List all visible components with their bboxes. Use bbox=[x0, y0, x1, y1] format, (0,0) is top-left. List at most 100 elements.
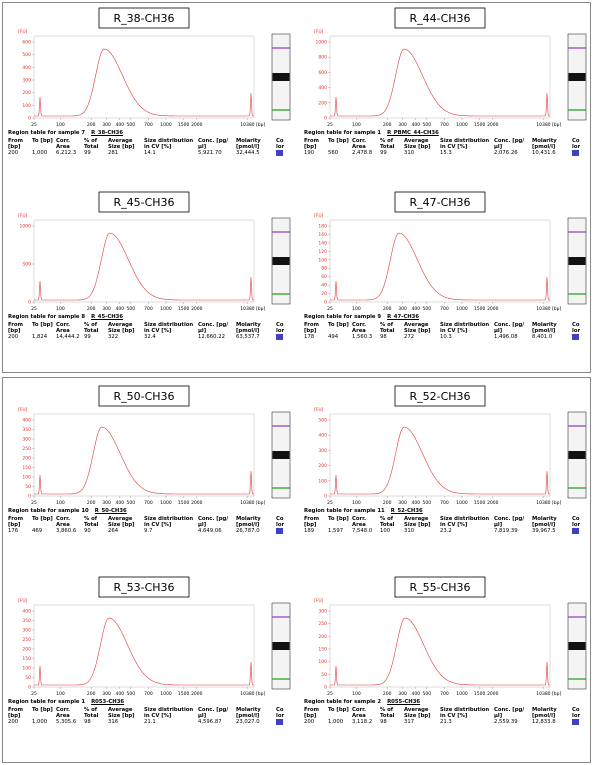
y-unit: [FU] bbox=[314, 213, 324, 219]
x-tick-label: 100 bbox=[56, 691, 65, 697]
table-header: % of Total bbox=[84, 516, 99, 528]
x-tick-label: 2000 bbox=[487, 306, 499, 312]
table-header: From [bp] bbox=[304, 516, 320, 528]
table-cell: 21.3 bbox=[440, 719, 452, 725]
x-tick-label: 1000 bbox=[160, 500, 172, 506]
x-tick-label: 25 bbox=[31, 500, 37, 506]
x-unit: [bp] bbox=[256, 691, 265, 697]
panel-title: R_50-CH36 bbox=[113, 390, 174, 403]
electropherogram: R_55-CH36 [FU] [bp] 0 50 100 150 200 250 300 25 100… bbox=[314, 576, 587, 697]
panel: R_50-CH36 [FU] [bp] 0 50 100 150 200 250 300 350 40… bbox=[4, 384, 296, 567]
table-cell: 469 bbox=[32, 528, 43, 534]
x-tick-label: 25 bbox=[327, 306, 333, 312]
table-caption: Region table for sample 1 R053-CH36 bbox=[8, 699, 292, 705]
table-header: Molarity [pmol/l] bbox=[236, 322, 261, 334]
table-cell: 14,444.2 bbox=[56, 334, 80, 340]
x-tick-label: 400 bbox=[412, 691, 421, 697]
y-tick-label: 300 bbox=[318, 609, 327, 615]
table-cell: 99 bbox=[380, 150, 387, 156]
electropherogram: R_50-CH36 [FU] [bp] 0 50 100 150 200 250 300 350 40… bbox=[18, 385, 291, 506]
y-unit: [FU] bbox=[18, 29, 28, 35]
panel: R_47-CH36 [FU] [bp] 0 20 40 60 80 100 120 140 160 18… bbox=[300, 190, 592, 373]
group-box bbox=[2, 377, 591, 763]
x-tick-label: 400 bbox=[412, 122, 421, 128]
color-swatch bbox=[276, 334, 283, 340]
x-tick-label: 100 bbox=[56, 500, 65, 506]
gel-band bbox=[568, 257, 586, 265]
table-cell: 10,431.6 bbox=[532, 150, 556, 156]
x-tick-label: 200 bbox=[87, 500, 96, 506]
sample-name: R_52-CH36 bbox=[390, 508, 423, 514]
table-cell: 3,860.6 bbox=[56, 528, 77, 534]
plot-frame bbox=[33, 604, 255, 688]
y-tick-label: 400 bbox=[22, 418, 31, 424]
table-cell: 316 bbox=[108, 719, 119, 725]
title-box bbox=[394, 7, 486, 29]
x-tick-label: 2000 bbox=[191, 691, 203, 697]
table-header: Co lor bbox=[572, 707, 581, 719]
table-cell: 14.1 bbox=[144, 150, 156, 156]
x-tick-label: 1500 bbox=[474, 306, 486, 312]
x-tick-label: 200 bbox=[383, 500, 392, 506]
x-unit: [bp] bbox=[256, 306, 265, 312]
table-header: To [bp] bbox=[32, 322, 53, 328]
y-tick-label: 0 bbox=[324, 300, 327, 306]
x-tick-label: 100 bbox=[352, 500, 361, 506]
plot-frame bbox=[329, 413, 551, 497]
table-header: Conc. [pg/µl] bbox=[198, 138, 229, 150]
y-unit: [FU] bbox=[18, 407, 28, 413]
plot-frame bbox=[33, 219, 255, 303]
table-cell: 12,660.22 bbox=[198, 334, 225, 340]
table-header: Co lor bbox=[276, 138, 285, 150]
y-tick-label: 200 bbox=[22, 647, 31, 653]
table-header: Co lor bbox=[572, 516, 581, 528]
y-tick-label: 600 bbox=[22, 40, 31, 46]
y-tick-label: 500 bbox=[22, 52, 31, 58]
table-header: To [bp] bbox=[32, 138, 53, 144]
sample-name: R_PBMC_44-CH36 bbox=[387, 130, 439, 136]
caption-text: Region table for sample 2 bbox=[304, 699, 382, 705]
x-tick-label: 25 bbox=[327, 500, 333, 506]
x-tick-label: 10380 bbox=[240, 306, 254, 312]
x-tick-label: 700 bbox=[440, 691, 449, 697]
table-header: Conc. [pg/µl] bbox=[494, 322, 525, 334]
table-cell: 5,305.6 bbox=[56, 719, 77, 725]
trace bbox=[34, 426, 254, 495]
table-cell: 5,921.70 bbox=[198, 150, 222, 156]
y-tick-label: 0 bbox=[324, 116, 327, 122]
table-header: To [bp] bbox=[328, 516, 349, 522]
trace bbox=[34, 232, 254, 301]
table-cell: 15.3 bbox=[440, 150, 452, 156]
table-header: Co lor bbox=[276, 322, 285, 334]
table-caption: Region table for sample 1 R_PBMC_44-CH36 bbox=[304, 130, 588, 136]
x-tick-label: 700 bbox=[440, 122, 449, 128]
x-tick-label: 1500 bbox=[474, 500, 486, 506]
y-tick-label: 400 bbox=[22, 65, 31, 71]
trace bbox=[330, 48, 550, 117]
table-cell: 90 bbox=[84, 528, 91, 534]
table-header: Corr. Area bbox=[352, 516, 367, 528]
y-tick-label: 60 bbox=[321, 274, 327, 280]
x-tick-label: 100 bbox=[56, 306, 65, 312]
table-cell: 99 bbox=[84, 150, 91, 156]
x-tick-label: 400 bbox=[116, 691, 125, 697]
table-header: Conc. [pg/µl] bbox=[494, 516, 525, 528]
y-tick-label: 140 bbox=[318, 240, 327, 246]
table-cell: 10.3 bbox=[440, 334, 452, 340]
title-box bbox=[394, 385, 486, 407]
panel-title: R_44-CH36 bbox=[409, 12, 470, 25]
table-header: Conc. [pg/µl] bbox=[198, 516, 229, 528]
table-header: Size distribution in CV [%] bbox=[440, 322, 490, 334]
trace bbox=[330, 426, 550, 495]
table-cell: 317 bbox=[404, 719, 415, 725]
y-tick-label: 0 bbox=[28, 494, 31, 500]
table-cell: 272 bbox=[404, 334, 415, 340]
x-tick-label: 1000 bbox=[160, 122, 172, 128]
x-tick-label: 400 bbox=[116, 500, 125, 506]
table-header: Corr. Area bbox=[56, 707, 71, 719]
x-unit: [bp] bbox=[256, 500, 265, 506]
x-tick-label: 700 bbox=[144, 500, 153, 506]
x-tick-label: 1500 bbox=[474, 691, 486, 697]
x-tick-label: 10380 bbox=[240, 500, 254, 506]
